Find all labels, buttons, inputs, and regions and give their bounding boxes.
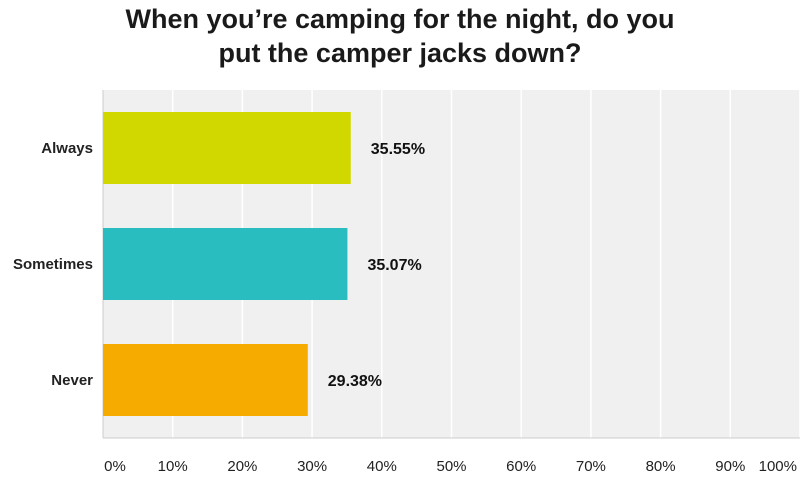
- x-tick-label: 80%: [646, 458, 676, 475]
- bar-sometimes: [103, 228, 348, 300]
- value-label: 35.55%: [371, 141, 425, 158]
- x-tick-label: 10%: [158, 458, 188, 475]
- bar-always: [103, 112, 351, 184]
- chart-title-line-1: When you’re camping for the night, do yo…: [125, 4, 675, 34]
- x-tick-label: 50%: [436, 458, 466, 475]
- x-tick-label: 0%: [104, 458, 126, 475]
- chart-title-line-2: put the camper jacks down?: [218, 38, 582, 68]
- x-tick-label: 40%: [367, 458, 397, 475]
- x-tick-label: 70%: [576, 458, 606, 475]
- bar-never: [103, 344, 308, 416]
- x-tick-label: 90%: [715, 458, 745, 475]
- x-tick-label: 100%: [759, 458, 797, 475]
- category-label: Sometimes: [13, 256, 93, 273]
- category-label: Never: [51, 372, 93, 389]
- value-label: 35.07%: [367, 257, 421, 274]
- x-tick-label: 20%: [227, 458, 257, 475]
- x-tick-label: 60%: [506, 458, 536, 475]
- category-label: Always: [41, 140, 93, 157]
- value-label: 29.38%: [328, 373, 382, 390]
- x-tick-label: 30%: [297, 458, 327, 475]
